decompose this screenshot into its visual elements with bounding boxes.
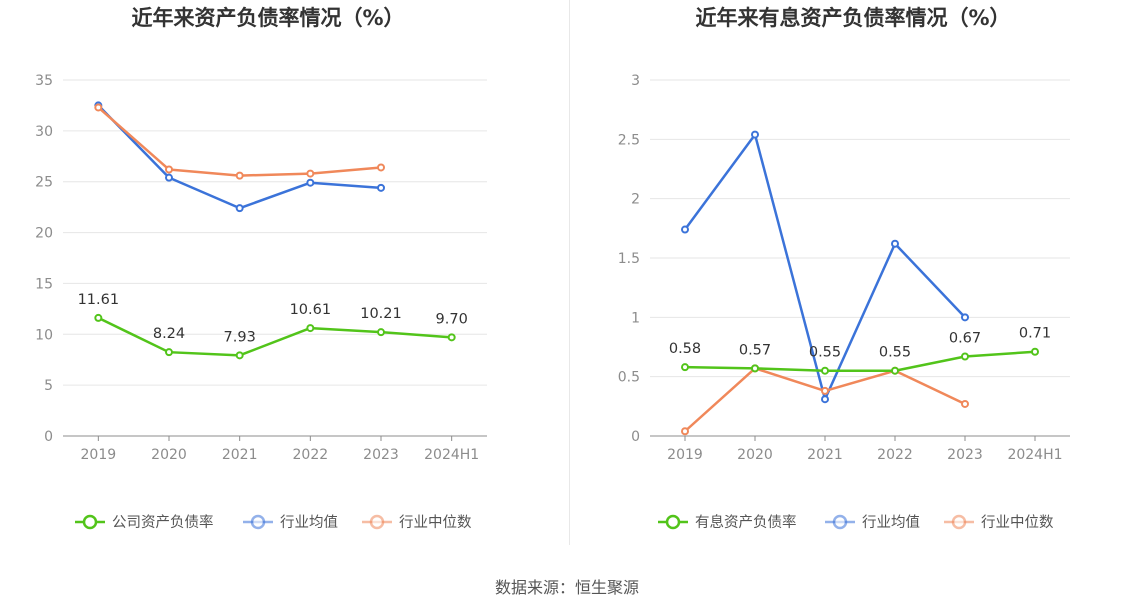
data-point [94, 103, 103, 112]
legend-marker-icon [951, 514, 967, 530]
legend-marker-icon [832, 514, 848, 530]
data-point [821, 395, 829, 404]
x-tick-label: 2021 [222, 447, 258, 463]
data-label: 8.24 [153, 326, 185, 342]
data-point [235, 351, 244, 360]
series-line [97, 316, 452, 357]
legend-marker-icon [665, 514, 681, 530]
y-tick-label: 1.5 [618, 251, 640, 267]
x-tick-label: 2024H1 [424, 447, 479, 463]
data-label: 11.61 [78, 292, 120, 308]
data-point [681, 427, 689, 436]
series-line [684, 350, 1036, 372]
legend-label: 公司资产负债率 [112, 514, 214, 531]
asset-liability-ratio-chart: 近年来资产负债率情况（%） 0 5 10 15 20 25 30 35 2019 2020 2021 2… [35, 6, 487, 531]
panel-divider [569, 0, 570, 545]
legend-marker-icon [82, 514, 98, 530]
data-point [821, 366, 829, 375]
data-label: 0.55 [809, 345, 841, 361]
data-point [306, 169, 315, 178]
data-point [165, 173, 173, 182]
data-point [377, 163, 385, 172]
data-label: 0.58 [669, 341, 701, 357]
data-label: 10.21 [360, 306, 402, 322]
y-tick-label: 0.5 [618, 370, 640, 386]
data-point [961, 399, 969, 408]
y-tick-label: 2.5 [618, 132, 640, 148]
legend-label: 行业中位数 [981, 514, 1054, 531]
data-point [165, 165, 173, 174]
data-label: 0.67 [949, 330, 981, 346]
data-point [891, 239, 899, 248]
legend-label: 行业均值 [862, 514, 920, 531]
data-point [961, 313, 969, 322]
data-label: 9.70 [436, 311, 468, 327]
y-tick-label: 15 [35, 276, 53, 292]
data-point [165, 348, 173, 357]
x-tick-label: 2023 [947, 447, 983, 463]
data-point [1031, 347, 1039, 356]
legend-item[interactable]: 公司资产负债率 [75, 514, 214, 531]
data-point [377, 328, 385, 337]
y-tick-label: 30 [35, 124, 53, 140]
legend-label: 行业均值 [280, 514, 338, 531]
x-tick-label: 2019 [81, 447, 117, 463]
legend-item[interactable]: 有息资产负债率 [658, 514, 797, 531]
y-tick-label: 5 [44, 378, 53, 394]
chart-title: 近年来资产负债率情况（%） [131, 6, 404, 30]
data-point [891, 366, 899, 375]
x-tick-label: 2020 [737, 447, 773, 463]
legend-item[interactable]: 行业均值 [825, 514, 920, 531]
legend-marker-icon [250, 514, 266, 530]
right-chart-panel: 近年来有息资产负债率情况（%） 0 0.5 1 1.5 2 2.5 3 2019 2020 2021… [567, 0, 1134, 560]
legend-label: 有息资产负债率 [695, 514, 797, 531]
y-tick-label: 0 [631, 429, 640, 445]
y-tick-label: 3 [631, 73, 640, 89]
data-label: 0.71 [1019, 326, 1051, 342]
y-tick-label: 0 [44, 429, 53, 445]
x-tick-label: 2022 [877, 447, 913, 463]
interest-bearing-liability-ratio-chart: 近年来有息资产负债率情况（%） 0 0.5 1 1.5 2 2.5 3 2019 2020 2021… [618, 6, 1070, 531]
x-tick-label: 2024H1 [1007, 447, 1062, 463]
y-tick-label: 1 [631, 310, 640, 326]
legend-marker-icon [369, 514, 385, 530]
y-tick-label: 35 [35, 73, 53, 89]
legend-item[interactable]: 行业均值 [243, 514, 338, 531]
data-point [961, 352, 969, 361]
series-line [97, 104, 382, 210]
data-point [447, 333, 456, 342]
legend-label: 行业中位数 [399, 514, 472, 531]
y-tick-label: 25 [35, 175, 53, 191]
data-point [681, 225, 689, 234]
chart-title: 近年来有息资产负债率情况（%） [695, 6, 1010, 30]
data-point [377, 183, 385, 192]
data-point [751, 130, 759, 139]
data-point [94, 313, 103, 322]
data-source-caption: 数据来源：恒生聚源 [494, 578, 639, 597]
data-label: 7.93 [224, 329, 256, 345]
data-label: 10.61 [290, 302, 332, 318]
y-tick-label: 10 [35, 327, 53, 343]
x-tick-label: 2019 [667, 447, 703, 463]
y-tick-label: 20 [35, 226, 53, 242]
series-line [97, 106, 382, 177]
data-label: 0.57 [739, 342, 771, 358]
data-point [306, 324, 315, 333]
data-point [235, 171, 244, 180]
legend-item[interactable]: 行业中位数 [944, 514, 1054, 531]
data-point [306, 178, 315, 187]
data-point [235, 204, 244, 213]
data-point [681, 363, 689, 372]
data-point [821, 386, 829, 395]
legend-item[interactable]: 行业中位数 [362, 514, 472, 531]
x-tick-label: 2020 [151, 447, 187, 463]
data-label: 0.55 [879, 345, 911, 361]
left-chart-panel: 近年来资产负债率情况（%） 0 5 10 15 20 25 30 35 2019 2020 2021 2… [0, 0, 567, 560]
x-tick-label: 2023 [363, 447, 399, 463]
x-tick-label: 2021 [807, 447, 843, 463]
x-tick-label: 2022 [293, 447, 329, 463]
data-point [751, 364, 759, 373]
y-tick-label: 2 [631, 192, 640, 208]
